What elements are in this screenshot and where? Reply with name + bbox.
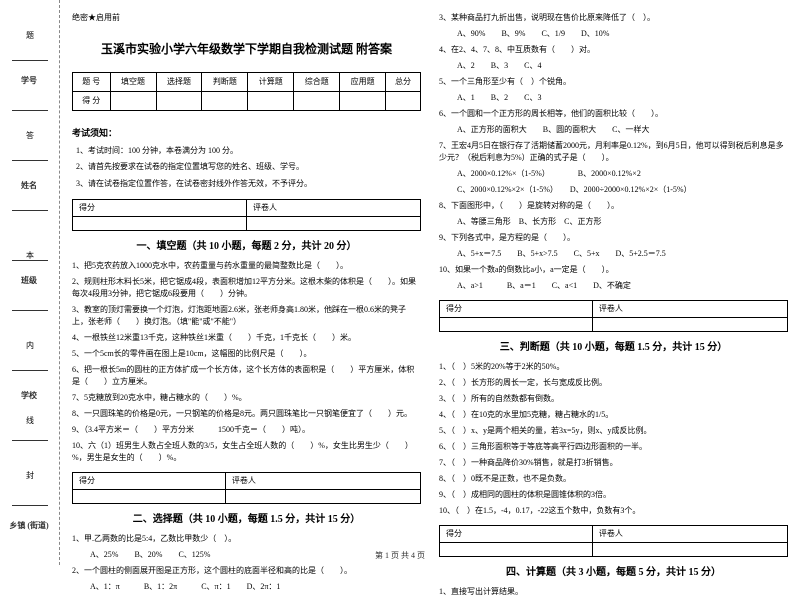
rq9o: A、5+x＝7.5 B、5+x>7.5 C、5+x D、5+2.5＝7.5: [439, 248, 788, 260]
rq7o2: C、2000×0.12%×2×（1-5%） D、2000÷2000×0.12%×…: [439, 184, 788, 196]
rq5: 5、一个三角形至少有（ ）个锐角。: [439, 76, 788, 88]
score-header-row: 题 号 填空题 选择题 判断题 计算题 综合题 应用题 总分: [73, 73, 421, 92]
s2q2o: A、1：π B、1：2π C、π：1 D、2π：1: [72, 581, 421, 593]
notice-title: 考试须知：: [72, 127, 421, 141]
s3q6: 6、（ ）三角形面积等于等底等高平行四边形面积的一半。: [439, 441, 788, 453]
rq8o: A、等腰三角形 B、长方形 C、正方形: [439, 216, 788, 228]
rq3o: A、90% B、9% C、1/9 D、10%: [439, 28, 788, 40]
s3q9: 9、（ ）成相同的圆柱的体积是圆锥体积的3倍。: [439, 489, 788, 501]
binding-margin: 乡镇 (街道)学校班级姓名学号题答本内线封: [0, 0, 60, 565]
binding-underline: [12, 60, 48, 61]
s3q2: 2、（ ）长方形的周长一定，长与宽成反比例。: [439, 377, 788, 389]
h7: 总分: [386, 73, 421, 92]
rq10o: A、a>1 B、a＝1 C、a<1 D、不确定: [439, 280, 788, 292]
sec1-title: 一、填空题（共 10 小题，每题 2 分，共计 20 分）: [72, 239, 421, 254]
binding-underline: [12, 370, 48, 371]
s3q8: 8、（ ）0既不是正数，也不是负数。: [439, 473, 788, 485]
binding-char: 内: [26, 340, 34, 351]
s3q1: 1、（ ）5米的20%等于2米的50%。: [439, 361, 788, 373]
notice-3: 3、请在试卷指定位置作答，在试卷密封线外作答无效，不予评分。: [72, 178, 421, 191]
binding-char: 封: [26, 470, 34, 481]
binding-label: 姓名: [4, 180, 54, 191]
rq8: 8、下面图形中，（ ）是旋转对称的是（ ）。: [439, 200, 788, 212]
s4q1: 1、直接写出计算结果。: [439, 586, 788, 598]
binding-underline: [12, 210, 48, 211]
right-column: 3、某种商品打九折出售，说明现在售价比原来降低了（ ）。 A、90% B、9% …: [439, 12, 788, 561]
sig3-score: 得分: [440, 301, 593, 318]
binding-underline: [12, 160, 48, 161]
sig4-score: 得分: [440, 526, 593, 543]
content-area: 绝密★启用前 玉溪市实验小学六年级数学下学期自我检测试题 附答案 题 号 填空题…: [60, 0, 800, 565]
s3q3: 3、（ ）所有的自然数都有倒数。: [439, 393, 788, 405]
score-table: 题 号 填空题 选择题 判断题 计算题 综合题 应用题 总分 得 分: [72, 72, 421, 111]
s3q4: 4、（ ）在10克的水里加5克糖，糖占糖水的1/5。: [439, 409, 788, 421]
rq6o: A、正方形的面积大 B、圆的面积大 C、一样大: [439, 124, 788, 136]
sig-score: 得分: [73, 199, 247, 216]
binding-label: 学号: [4, 75, 54, 86]
s1q3: 3、教室的顶灯需要换一个灯泡，灯泡距地面2.6米，张老师身高1.80米，他踩在一…: [72, 304, 421, 328]
s1q6: 6、把一根长5m的圆柱的正方体扩成一个长方体，这个长方体的表面积是（ ）平方厘米…: [72, 364, 421, 388]
binding-underline: [12, 440, 48, 441]
rq3: 3、某种商品打九折出售，说明现在售价比原来降低了（ ）。: [439, 12, 788, 24]
notice-1: 1、考试时间：100 分钟，本卷满分为 100 分。: [72, 145, 421, 158]
rq5o: A、1 B、2 C、3: [439, 92, 788, 104]
left-column: 绝密★启用前 玉溪市实验小学六年级数学下学期自我检测试题 附答案 题 号 填空题…: [72, 12, 421, 561]
sig-marker: 评卷人: [247, 199, 421, 216]
rq7o1: A、2000×0.12%×（1-5%） B、2000×0.12%×2: [439, 168, 788, 180]
binding-char: 线: [26, 415, 34, 426]
sig-table-3: 得分评卷人: [439, 300, 788, 332]
sig2-marker: 评卷人: [225, 472, 420, 489]
h4: 计算题: [248, 73, 294, 92]
s2q2: 2、一个圆柱的侧面展开图是正方形，这个圆柱的底面半径和高的比是（ ）。: [72, 565, 421, 577]
s1q10: 10、六（1）班男生人数占全班人数的3/5，女生占全班人数的（ ）%，女生比男生…: [72, 440, 421, 464]
rq4o: A、2 B、3 C、4: [439, 60, 788, 72]
score-row-label: 得 分: [73, 92, 111, 111]
s3q5: 5、（ ）x、y是两个相关的量，若3x=5y，则x、y成反比例。: [439, 425, 788, 437]
s1q5: 5、一个5cm长的零件画在图上是10cm，这幅图的比例尺是（ ）。: [72, 348, 421, 360]
sec4-title: 四、计算题（共 3 小题，每题 5 分，共计 15 分）: [439, 565, 788, 580]
score-value-row: 得 分: [73, 92, 421, 111]
secret-label: 绝密★启用前: [72, 12, 421, 24]
rq9: 9、下列各式中，是方程的是（ ）。: [439, 232, 788, 244]
sec3-title: 三、判断题（共 10 小题，每题 1.5 分，共计 15 分）: [439, 340, 788, 355]
h3: 判断题: [202, 73, 248, 92]
sig2-score: 得分: [73, 472, 226, 489]
sig-table-2: 得分评卷人: [72, 472, 421, 504]
binding-label: 班级: [4, 275, 54, 286]
s1q4: 4、一根铁丝12米重13千克，这种铁丝1米重（ ）千克，1千克长（ ）米。: [72, 332, 421, 344]
s1q7: 7、5克糖放到20克水中，糖占糖水的（ ）%。: [72, 392, 421, 404]
h2: 选择题: [156, 73, 202, 92]
h1: 填空题: [110, 73, 156, 92]
h0: 题 号: [73, 73, 111, 92]
s2q1: 1、甲.乙两数的比是5:4，乙数比甲数少（ ）。: [72, 533, 421, 545]
notice-2: 2、请首先按要求在试卷的指定位置填写您的姓名、班级、学号。: [72, 161, 421, 174]
sec2-title: 二、选择题（共 10 小题，每题 1.5 分，共计 15 分）: [72, 512, 421, 527]
binding-label: 乡镇 (街道): [4, 520, 54, 531]
binding-char: 答: [26, 130, 34, 141]
binding-underline: [12, 310, 48, 311]
page-footer: 第 1 页 共 4 页: [0, 550, 800, 561]
binding-underline: [12, 110, 48, 111]
h6: 应用题: [340, 73, 386, 92]
exam-title: 玉溪市实验小学六年级数学下学期自我检测试题 附答案: [72, 40, 421, 58]
h5: 综合题: [294, 73, 340, 92]
binding-underline: [12, 505, 48, 506]
s1q1: 1、把5克农药放入1000克水中，农药重量与药水重量的最简整数比是（ ）。: [72, 260, 421, 272]
rq6: 6、一个圆和一个正方形的周长相等，他们的面积比较（ ）。: [439, 108, 788, 120]
binding-underline: [12, 260, 48, 261]
rq7: 7、王宏4月5日在银行存了活期储蓄2000元，月利率是0.12%，到6月5日，他…: [439, 140, 788, 164]
sig-table-1: 得分评卷人: [72, 199, 421, 231]
sig3-marker: 评卷人: [592, 301, 787, 318]
rq10: 10、如果一个数a的倒数比a小，a一定是（ ）。: [439, 264, 788, 276]
s1q8: 8、一只圆珠笔的价格是0元，一只钢笔的价格是8元。两只圆珠笔比一只钢笔便宜了（ …: [72, 408, 421, 420]
s3q7: 7、（ ）一种商品降价30%销售，就是打3折销售。: [439, 457, 788, 469]
rq4: 4、在2、4、7、8、中互质数有（ ）对。: [439, 44, 788, 56]
sig4-marker: 评卷人: [592, 526, 787, 543]
s1q9: 9、（3.4平方米＝（ ）平方分米 1500千克＝（ ）吨）。: [72, 424, 421, 436]
binding-label: 学校: [4, 390, 54, 401]
binding-char: 题: [26, 30, 34, 41]
s3q10: 10、（ ）在1.5，-4，0.17，-22这五个数中，负数有3个。: [439, 505, 788, 517]
s1q2: 2、规则柱形木料长5米，把它锯成4段，表面积增加12平方分米。这根木柴的体积是（…: [72, 276, 421, 300]
